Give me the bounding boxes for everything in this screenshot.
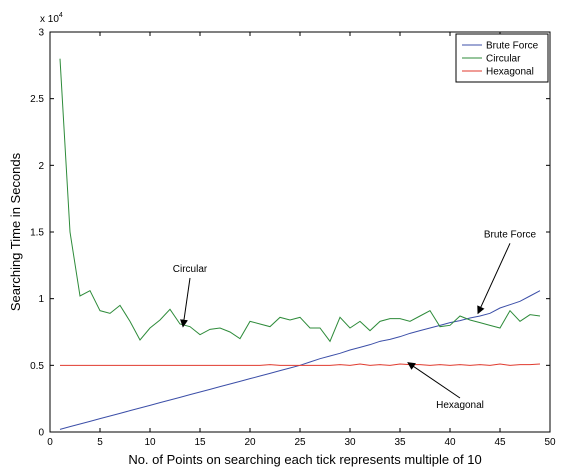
y-tick-label: 2 bbox=[38, 161, 44, 172]
annotation-label: Brute Force bbox=[484, 229, 537, 240]
y-tick-label: 2.5 bbox=[30, 94, 44, 105]
y-axis-multiplier-exponent: 4 bbox=[59, 12, 63, 19]
y-axis-multiplier: x 104 bbox=[40, 12, 63, 25]
x-tick-label: 40 bbox=[444, 437, 456, 448]
x-tick-label: 35 bbox=[394, 437, 406, 448]
legend-label: Circular bbox=[486, 54, 521, 65]
y-tick-label: 1 bbox=[38, 294, 44, 305]
legend-label: Hexagonal bbox=[486, 67, 534, 78]
y-axis-label: Searching Time in Seconds bbox=[8, 152, 23, 311]
y-tick-label: 0 bbox=[38, 428, 44, 439]
axes: 0 5 10 15 20 25 30 35 40 45 50 0 0.5 1 1.5 2 2.5 3 bbox=[30, 28, 556, 449]
x-tick-label: 50 bbox=[544, 437, 556, 448]
legend: Brute Force Circular Hexagonal bbox=[455, 33, 549, 83]
x-tick-label: 0 bbox=[47, 437, 53, 448]
x-tick-label: 25 bbox=[294, 437, 306, 448]
annotation-label: Circular bbox=[173, 264, 208, 275]
annotations: Circular Brute Force Hexagonal bbox=[173, 229, 537, 411]
x-tick-label: 15 bbox=[194, 437, 206, 448]
y-axis-multiplier-base: x 10 bbox=[40, 14, 59, 25]
x-tick-label: 30 bbox=[344, 437, 356, 448]
x-tick-label: 20 bbox=[244, 437, 256, 448]
x-tick-label: 45 bbox=[494, 437, 506, 448]
plot-area bbox=[59, 58, 541, 430]
x-tick-label: 5 bbox=[97, 437, 103, 448]
x-axis-label: No. of Points on searching each tick rep… bbox=[128, 452, 481, 467]
legend-label: Brute Force bbox=[486, 41, 539, 52]
annotation-label: Hexagonal bbox=[436, 400, 484, 411]
annotation-arrow bbox=[407, 362, 461, 399]
annotation-arrow bbox=[180, 277, 191, 328]
axes-frame bbox=[49, 31, 551, 433]
y-tick-label: 0.5 bbox=[30, 361, 44, 372]
y-tick-label: 1.5 bbox=[30, 228, 44, 239]
annotation-arrow bbox=[477, 243, 511, 315]
series-line-circular bbox=[59, 58, 541, 343]
x-tick-label: 10 bbox=[144, 437, 156, 448]
y-tick-label: 3 bbox=[38, 28, 44, 39]
series-line-hexagonal bbox=[60, 363, 541, 366]
